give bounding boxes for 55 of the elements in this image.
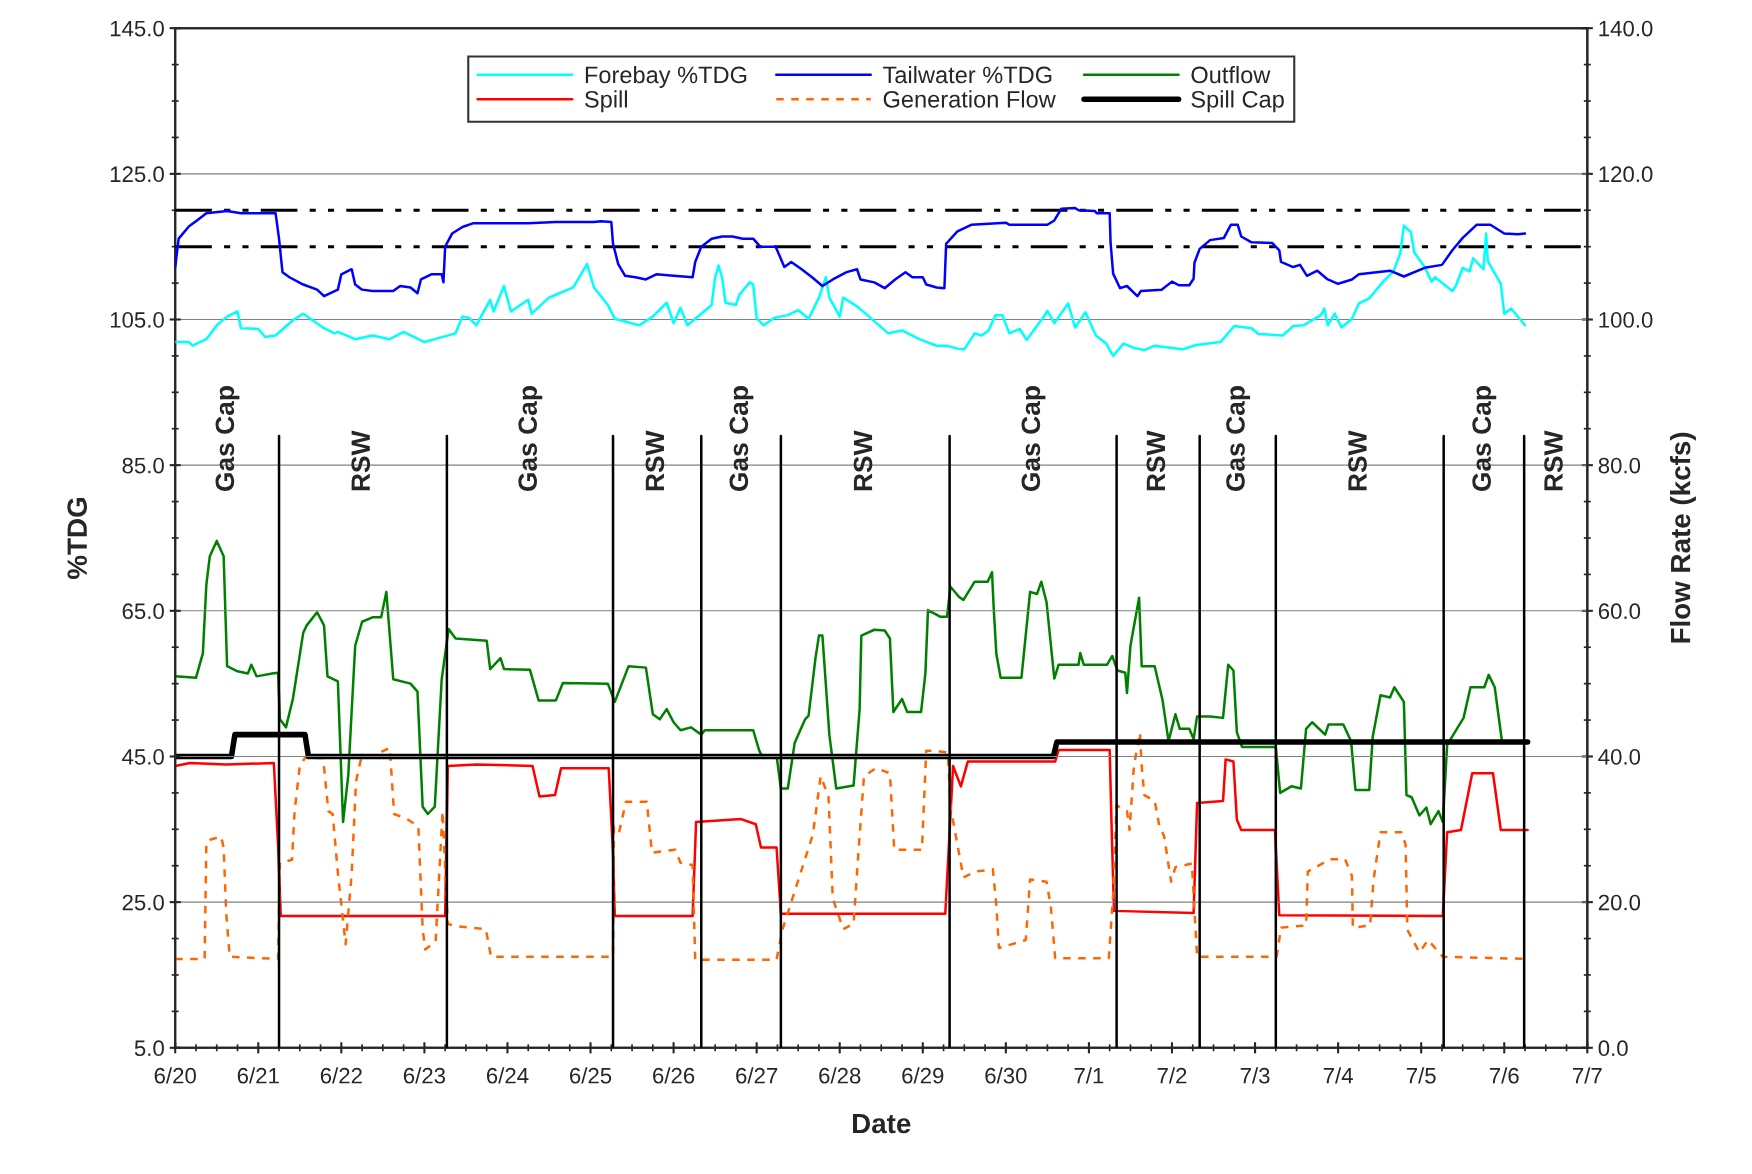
- y2-axis-title: Flow Rate (kcfs): [1670, 432, 1696, 643]
- legend-label: Spill Cap: [1191, 90, 1284, 113]
- x-tick-label: 6/21: [237, 1067, 279, 1084]
- annotation: Gas Cap: [1226, 386, 1251, 492]
- x-tick-label: 6/25: [570, 1067, 612, 1084]
- x-tick-label: 6/22: [320, 1067, 362, 1084]
- y2-tick-label: 60.0: [1598, 603, 1641, 620]
- y-tick-label: 45.0: [122, 749, 164, 765]
- x-tick-label: 7/1: [1074, 1067, 1104, 1084]
- legend-label: Forebay %TDG: [585, 65, 747, 88]
- annotation: Gas Cap: [729, 386, 754, 492]
- x-tick-label: 6/27: [736, 1067, 778, 1084]
- x-tick-label: 6/29: [902, 1067, 944, 1084]
- y2-tick-label: 80.0: [1598, 457, 1641, 474]
- y-tick-label: 145.0: [110, 20, 164, 37]
- legend-label: Generation Flow: [883, 90, 1056, 108]
- y-tick-label: 105.0: [110, 312, 164, 328]
- x-tick-label: 6/23: [403, 1067, 446, 1084]
- y-tick-label: 25.0: [122, 894, 164, 911]
- x-tick-label: 6/28: [819, 1067, 861, 1084]
- annotation: RSW: [853, 430, 873, 491]
- legend-label: Outflow: [1191, 65, 1271, 84]
- x-tick-label: 7/4: [1323, 1067, 1353, 1084]
- y2-tick-label: 40.0: [1598, 749, 1641, 765]
- legend-label: Tailwater %TDG: [883, 65, 1052, 84]
- legend-label: Spill: [585, 90, 627, 113]
- x-tick-label: 6/26: [653, 1067, 695, 1084]
- x-axis-title: Date: [853, 1113, 911, 1134]
- annotation: RSW: [1348, 430, 1367, 491]
- x-tick-label: 6/20: [154, 1067, 196, 1084]
- annotation: RSW: [351, 430, 371, 491]
- annotation: Gas Cap: [518, 386, 543, 492]
- x-tick-label: 6/24: [486, 1067, 529, 1084]
- y2-tick-label: 140.0: [1599, 20, 1653, 37]
- x-tick-label: 7/5: [1406, 1067, 1436, 1084]
- annotation: Gas Cap: [1021, 386, 1046, 492]
- y-tick-label: 5.0: [134, 1040, 164, 1057]
- y2-tick-label: 100.0: [1599, 312, 1653, 328]
- y2-tick-label: 0.0: [1598, 1040, 1628, 1057]
- y-axis-title: %TDG: [67, 498, 88, 579]
- annotation: RSW: [645, 430, 665, 491]
- x-tick-label: 7/7: [1573, 1067, 1602, 1084]
- y-tick-label: 125.0: [110, 166, 164, 183]
- y-tick-label: 85.0: [122, 457, 164, 474]
- y-tick-label: 65.0: [122, 603, 164, 620]
- x-tick-label: 7/2: [1157, 1067, 1187, 1084]
- y2-tick-label: 120.0: [1599, 166, 1653, 183]
- x-tick-label: 7/6: [1489, 1067, 1519, 1084]
- annotation: RSW: [1544, 430, 1563, 491]
- annotation: Gas Cap: [1472, 386, 1497, 492]
- x-tick-label: 7/3: [1240, 1067, 1270, 1084]
- x-tick-label: 6/30: [985, 1067, 1027, 1084]
- annotation: Gas Cap: [215, 386, 240, 492]
- y2-tick-label: 20.0: [1598, 894, 1641, 911]
- annotation: RSW: [1146, 430, 1166, 491]
